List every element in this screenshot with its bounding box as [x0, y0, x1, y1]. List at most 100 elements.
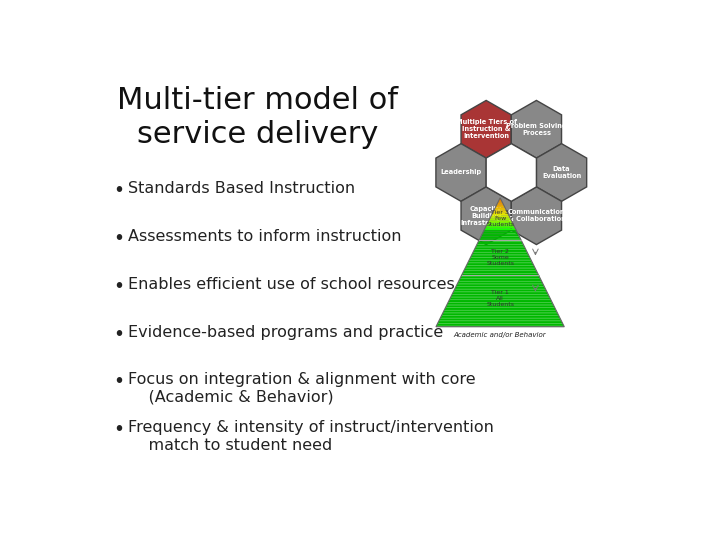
Text: Capacity
Building
Infrastructure: Capacity Building Infrastructure	[460, 206, 513, 226]
Polygon shape	[495, 206, 505, 207]
Polygon shape	[536, 144, 587, 201]
Polygon shape	[461, 275, 539, 277]
Polygon shape	[438, 320, 562, 322]
Polygon shape	[472, 254, 529, 256]
Polygon shape	[465, 267, 536, 269]
Polygon shape	[481, 235, 519, 237]
Polygon shape	[486, 225, 515, 227]
Polygon shape	[459, 279, 541, 280]
Polygon shape	[475, 246, 525, 248]
Text: •: •	[114, 325, 125, 343]
Polygon shape	[480, 237, 520, 238]
Polygon shape	[482, 233, 518, 235]
Polygon shape	[500, 198, 501, 199]
Polygon shape	[477, 243, 523, 245]
Polygon shape	[454, 289, 546, 291]
Polygon shape	[498, 201, 503, 202]
Polygon shape	[468, 261, 532, 262]
Polygon shape	[490, 217, 510, 219]
Text: Problem Solving
Process: Problem Solving Process	[506, 123, 567, 136]
Polygon shape	[487, 222, 513, 224]
Polygon shape	[456, 284, 544, 285]
Polygon shape	[439, 319, 561, 320]
Polygon shape	[436, 144, 486, 201]
Polygon shape	[459, 280, 542, 282]
Polygon shape	[453, 291, 547, 293]
Polygon shape	[464, 269, 536, 271]
Polygon shape	[452, 293, 548, 294]
Polygon shape	[477, 241, 523, 243]
Polygon shape	[497, 202, 503, 204]
Polygon shape	[467, 262, 533, 264]
Polygon shape	[511, 187, 562, 245]
Polygon shape	[454, 288, 546, 289]
Polygon shape	[462, 272, 538, 274]
Polygon shape	[469, 258, 531, 259]
Polygon shape	[447, 302, 553, 304]
Text: Standards Based Instruction: Standards Based Instruction	[128, 181, 355, 196]
Polygon shape	[444, 310, 557, 312]
Text: Data
Evaluation: Data Evaluation	[542, 166, 581, 179]
Polygon shape	[486, 144, 536, 201]
Polygon shape	[449, 299, 552, 301]
Polygon shape	[461, 187, 511, 245]
Text: Tier 1
All
Students: Tier 1 All Students	[486, 290, 514, 307]
Polygon shape	[474, 248, 526, 249]
Polygon shape	[461, 100, 511, 158]
Polygon shape	[441, 315, 559, 317]
Text: Tier 3
Few
Students: Tier 3 Few Students	[486, 210, 514, 227]
Text: Evidence-based programs and practice: Evidence-based programs and practice	[128, 325, 444, 340]
Text: •: •	[114, 229, 125, 248]
Text: Academic and/or Behavior: Academic and/or Behavior	[454, 332, 546, 338]
Polygon shape	[491, 214, 509, 215]
Polygon shape	[483, 230, 517, 232]
Polygon shape	[492, 212, 508, 214]
Text: Multi-tier model of
service delivery: Multi-tier model of service delivery	[117, 85, 398, 150]
Polygon shape	[469, 259, 531, 261]
Polygon shape	[488, 220, 512, 222]
Polygon shape	[458, 282, 543, 284]
Polygon shape	[441, 314, 559, 315]
Polygon shape	[436, 325, 564, 327]
Polygon shape	[442, 312, 558, 314]
Polygon shape	[444, 309, 557, 310]
Polygon shape	[472, 253, 528, 254]
Polygon shape	[487, 224, 514, 225]
Polygon shape	[463, 271, 537, 272]
Polygon shape	[498, 199, 502, 201]
Polygon shape	[438, 322, 563, 323]
Polygon shape	[489, 219, 511, 220]
Polygon shape	[511, 100, 562, 158]
Polygon shape	[496, 204, 504, 206]
Text: Communication
& Collaboration: Communication & Collaboration	[508, 209, 565, 222]
Text: Assessments to inform instruction: Assessments to inform instruction	[128, 229, 402, 244]
Polygon shape	[476, 245, 524, 246]
Polygon shape	[446, 304, 554, 306]
Polygon shape	[460, 277, 540, 279]
Polygon shape	[495, 207, 505, 209]
Text: •: •	[114, 277, 125, 296]
Polygon shape	[474, 249, 526, 251]
Polygon shape	[480, 238, 521, 240]
Text: Leadership: Leadership	[441, 170, 482, 176]
Text: Tier 2
Some
Students: Tier 2 Some Students	[486, 249, 514, 266]
Polygon shape	[493, 211, 508, 212]
Text: Multiple Tiers of
Instruction &
Intervention: Multiple Tiers of Instruction & Interven…	[456, 119, 517, 139]
Polygon shape	[448, 301, 552, 302]
Polygon shape	[445, 307, 555, 309]
Polygon shape	[440, 317, 560, 319]
Polygon shape	[485, 227, 516, 228]
Text: Enables efficient use of school resources: Enables efficient use of school resource…	[128, 277, 455, 292]
Polygon shape	[470, 256, 530, 258]
Polygon shape	[467, 264, 534, 266]
Polygon shape	[479, 240, 522, 241]
Polygon shape	[451, 294, 549, 296]
Text: Frequency & intensity of instruct/intervention
    match to student need: Frequency & intensity of instruct/interv…	[128, 420, 494, 453]
Polygon shape	[451, 296, 550, 298]
Polygon shape	[446, 306, 554, 307]
Polygon shape	[482, 232, 518, 233]
Text: Focus on integration & alignment with core
    (Academic & Behavior): Focus on integration & alignment with co…	[128, 373, 476, 405]
Text: •: •	[114, 181, 125, 200]
Polygon shape	[449, 298, 551, 299]
Polygon shape	[462, 274, 539, 275]
